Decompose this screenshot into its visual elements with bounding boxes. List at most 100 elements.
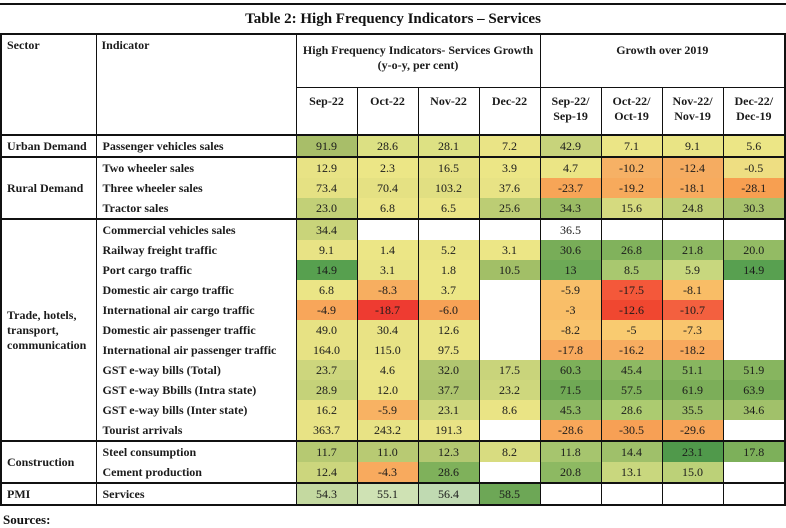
value-cell: -18.1	[661, 178, 724, 198]
value-cell: 5.2	[417, 240, 480, 260]
value-cell: 11.0	[356, 440, 419, 462]
value-cell: 13.1	[600, 462, 663, 483]
indicator-cell: Tourist arrivals	[95, 420, 297, 441]
value-cell: 25.6	[478, 198, 541, 219]
indicator-cell: Port cargo traffic	[95, 260, 297, 280]
table-row: Construction Steel consumption 11.7 11.0 12.…	[0, 440, 786, 483]
table-row: Tourist arrivals 363.7 243.2 191.3 -28.6 -30.…	[1, 420, 786, 441]
value-cell: 56.4	[417, 482, 480, 505]
value-cell: 4.6	[356, 360, 419, 380]
value-cell: 6.8	[295, 280, 358, 300]
value-cell: 57.5	[600, 380, 663, 400]
sector-cell: Rural Demand	[0, 156, 97, 219]
value-cell: 11.7	[295, 440, 358, 462]
value-cell: -18.7	[356, 300, 419, 320]
value-cell: -3	[539, 300, 602, 320]
col-group-yoy-growth: High Frequency Indicators- Services Grow…	[295, 34, 541, 88]
value-cell: 20.8	[539, 462, 602, 483]
hfi-services-table: Sector Indicator High Frequency Indicato…	[0, 33, 786, 506]
table-row: Trade, hotels, transport, communication C…	[0, 218, 786, 441]
value-cell: 3.1	[356, 260, 419, 280]
value-cell: 23.1	[417, 400, 480, 420]
value-cell: 243.2	[356, 420, 419, 441]
value-cell: 45.3	[539, 400, 602, 420]
value-cell	[722, 218, 786, 240]
value-cell: 34.4	[295, 218, 358, 240]
value-cell: -29.6	[661, 420, 724, 441]
growth-period-line1: Dec-22/	[734, 94, 774, 108]
indicator-cell: Tractor sales	[95, 198, 297, 219]
value-cell: 12.3	[417, 440, 480, 462]
value-cell: 191.3	[417, 420, 480, 441]
value-cell: 363.7	[295, 420, 358, 441]
indicator-cell: Passenger vehicles sales	[95, 134, 297, 157]
value-cell: -8.3	[356, 280, 419, 300]
value-cell: 45.4	[600, 360, 663, 380]
value-cell: -8.2	[539, 320, 602, 340]
indicator-cell: Domestic air passenger traffic	[95, 320, 297, 340]
value-cell: 1.8	[417, 260, 480, 280]
table-row: Port cargo traffic 14.9 3.1 1.8 10.5 13 8.5 5.9…	[1, 260, 786, 280]
value-cell: -10.2	[600, 156, 663, 178]
value-cell: -17.5	[600, 280, 663, 300]
value-cell: 32.0	[417, 360, 480, 380]
value-cell: 164.0	[295, 340, 358, 360]
value-cell: -16.2	[600, 340, 663, 360]
table-row: PMI Services 54.3 55.1 56.4 58.5	[0, 482, 786, 505]
value-cell: 12.0	[356, 380, 419, 400]
value-cell	[356, 218, 419, 240]
value-cell	[722, 462, 786, 483]
value-cell: 8.5	[600, 260, 663, 280]
value-cell: 30.3	[722, 198, 786, 219]
value-cell: 42.9	[539, 134, 602, 157]
value-cell	[600, 218, 663, 240]
value-cell: 37.7	[417, 380, 480, 400]
value-cell	[722, 320, 786, 340]
value-cell: 12.6	[417, 320, 480, 340]
indicator-cell: Steel consumption	[95, 440, 297, 462]
value-cell: -19.2	[600, 178, 663, 198]
value-cell: 30.6	[539, 240, 602, 260]
value-cell	[478, 462, 541, 483]
value-cell	[478, 340, 541, 360]
sources-label: Sources:	[3, 512, 51, 527]
top-divider	[0, 3, 786, 5]
table-row: GST e-way bills (Total) 23.7 4.6 32.0 17.5 60…	[1, 360, 786, 380]
table-row: Urban Demand Passenger vehicles sales 91.9…	[0, 134, 786, 157]
value-cell: 23.1	[661, 440, 724, 462]
value-cell: 12.4	[295, 462, 358, 483]
indicator-cell: Railway freight traffic	[95, 240, 297, 260]
table-row: Rural Demand Two wheeler sales 12.9 2.3 16.5…	[0, 156, 786, 219]
col-group-growth-over-2019: Growth over 2019	[539, 34, 786, 88]
value-cell: 14.9	[722, 260, 786, 280]
value-cell: 49.0	[295, 320, 358, 340]
value-cell: 28.9	[295, 380, 358, 400]
value-cell: 54.3	[295, 482, 358, 505]
growth-period-line2: Sep-19	[553, 109, 588, 123]
value-cell	[478, 218, 541, 240]
growth-period-line2: Nov-19	[674, 109, 711, 123]
value-cell: 17.8	[722, 440, 786, 462]
value-cell: 6.5	[417, 198, 480, 219]
value-cell: -7.3	[661, 320, 724, 340]
value-cell: 97.5	[417, 340, 480, 360]
indicator-cell: International air cargo traffic	[95, 300, 297, 320]
value-cell	[722, 280, 786, 300]
value-cell: -30.5	[600, 420, 663, 441]
value-cell	[722, 340, 786, 360]
value-cell: -10.7	[661, 300, 724, 320]
sector-cell: PMI	[0, 482, 97, 505]
col-header-indicator: Indicator	[95, 34, 297, 136]
value-cell: 16.2	[295, 400, 358, 420]
table-row: Domestic air cargo traffic 6.8 -8.3 3.7 -5.9…	[1, 280, 786, 300]
value-cell: 28.1	[417, 134, 480, 157]
value-cell: 23.7	[295, 360, 358, 380]
col-header-growth-period: Oct-22/Oct-19	[600, 87, 663, 136]
value-cell: 8.2	[478, 440, 541, 462]
value-cell: -28.6	[539, 420, 602, 441]
value-cell: 23.2	[478, 380, 541, 400]
value-cell: 7.2	[478, 134, 541, 157]
value-cell: 37.6	[478, 178, 541, 198]
value-cell	[600, 482, 663, 505]
indicator-cell: GST e-way Bbills (Intra state)	[95, 380, 297, 400]
